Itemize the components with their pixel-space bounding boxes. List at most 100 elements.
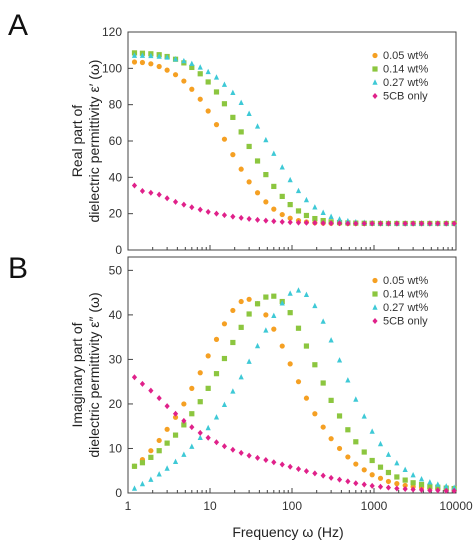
y-tick-label: 20	[109, 207, 123, 221]
legend-label-0-27-wt: 0.27 wt%	[383, 302, 428, 314]
data-point	[385, 478, 392, 485]
data-point	[189, 64, 195, 71]
data-point	[402, 485, 408, 492]
data-point	[295, 219, 302, 226]
data-point	[156, 53, 162, 59]
data-point	[287, 310, 293, 316]
data-point	[361, 413, 367, 419]
data-point	[320, 380, 326, 386]
data-point	[246, 296, 252, 302]
data-point	[238, 324, 244, 330]
x-tick-label: 10	[203, 499, 217, 513]
data-point	[271, 312, 277, 318]
data-point	[312, 302, 318, 309]
data-point	[402, 477, 408, 483]
data-point	[164, 426, 170, 432]
data-point	[418, 481, 425, 488]
data-point	[230, 114, 236, 120]
data-point	[238, 214, 244, 221]
data-point	[197, 399, 203, 405]
data-point	[303, 291, 310, 298]
y-tick-label: 40	[109, 170, 123, 184]
data-point	[385, 451, 392, 457]
data-point	[385, 469, 392, 476]
data-point	[172, 414, 179, 420]
legend-marker-5cb-only	[372, 318, 378, 324]
data-point	[238, 99, 244, 106]
data-point	[230, 213, 236, 220]
y-tick-label: 20	[109, 397, 123, 411]
data-point	[418, 475, 425, 482]
data-point	[238, 449, 244, 456]
data-point	[345, 377, 351, 383]
data-point	[287, 290, 293, 296]
data-point	[246, 143, 252, 150]
data-point	[181, 78, 187, 84]
data-point	[320, 209, 326, 215]
data-point	[287, 215, 293, 221]
data-point	[279, 300, 285, 306]
data-point	[377, 483, 384, 490]
data-point	[303, 468, 310, 475]
data-point	[295, 187, 302, 194]
data-point	[172, 56, 179, 62]
data-point	[263, 312, 269, 318]
data-point	[312, 219, 318, 226]
panel-letter-b: B	[8, 252, 28, 285]
legend-marker-0-27-wt	[372, 304, 378, 310]
data-point	[369, 472, 375, 478]
data-point	[369, 482, 375, 489]
data-point	[435, 481, 441, 487]
data-point	[303, 219, 310, 226]
legend-marker-0-05-wt	[372, 277, 378, 284]
data-point	[451, 484, 457, 490]
data-point	[246, 179, 252, 185]
y-tick-label: 30	[109, 352, 123, 366]
data-point	[246, 311, 252, 317]
data-point	[353, 220, 359, 227]
data-point	[189, 424, 195, 431]
data-point	[287, 219, 293, 226]
legend-marker-0-27-wt	[372, 79, 378, 85]
legend-label-0-14-wt: 0.14 wt%	[383, 289, 428, 301]
data-point	[435, 487, 441, 494]
data-point	[181, 451, 187, 457]
data-point	[172, 458, 179, 465]
data-point	[312, 362, 318, 368]
data-point	[303, 212, 310, 219]
data-point	[443, 483, 449, 489]
data-point	[443, 220, 449, 227]
data-point	[181, 401, 187, 407]
data-point	[156, 395, 162, 402]
data-point	[131, 59, 138, 65]
y-tick-label: 120	[102, 25, 122, 39]
data-point	[271, 459, 277, 466]
data-point	[181, 57, 187, 64]
data-point	[263, 172, 269, 178]
data-point	[238, 129, 244, 135]
data-point	[197, 96, 203, 102]
data-point	[131, 374, 138, 381]
data-point	[254, 301, 261, 307]
data-point	[361, 449, 367, 455]
data-point	[427, 487, 433, 494]
data-point	[451, 220, 457, 227]
data-point	[221, 212, 228, 219]
data-point	[279, 164, 285, 170]
y-tick-label: 60	[109, 134, 123, 148]
data-point	[336, 216, 343, 222]
data-point	[271, 293, 277, 299]
data-point	[287, 463, 293, 470]
data-point	[205, 353, 211, 359]
data-point	[312, 411, 318, 417]
legend-label-5cb-only: 5CB only	[383, 91, 428, 103]
data-point	[189, 60, 195, 66]
data-point	[328, 397, 334, 403]
data-point	[353, 439, 359, 445]
legend-label-0-05-wt: 0.05 wt%	[383, 50, 428, 62]
data-point	[263, 217, 269, 224]
data-point	[205, 79, 211, 85]
data-point	[418, 220, 425, 227]
data-point	[254, 190, 261, 196]
